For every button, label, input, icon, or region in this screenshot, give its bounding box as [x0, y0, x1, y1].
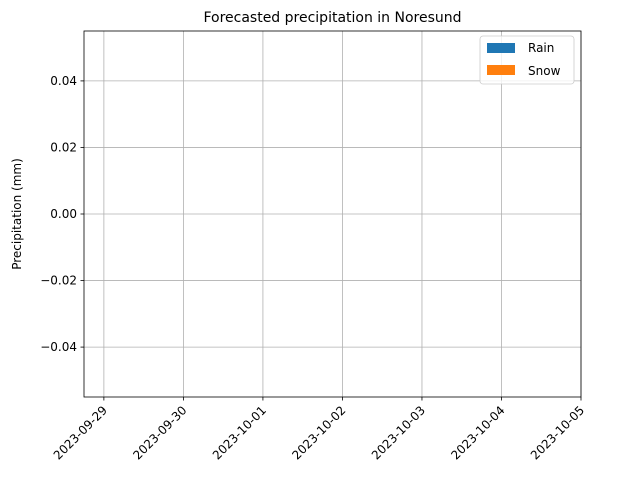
- legend-swatch-snow: [487, 65, 515, 75]
- y-tick-label: 0.04: [50, 74, 77, 88]
- y-axis-ticks: −0.04 −0.02 0.00 0.02 0.04: [40, 74, 84, 354]
- legend: Rain Snow: [479, 35, 575, 85]
- chart-title: Forecasted precipitation in Noresund: [203, 10, 461, 26]
- legend-label-snow: Snow: [528, 64, 561, 78]
- y-axis-label: Precipitation (mm): [10, 158, 24, 270]
- y-tick-label: 0.00: [50, 207, 77, 221]
- legend-swatch-rain: [487, 43, 515, 53]
- y-tick-label: −0.02: [40, 274, 77, 288]
- y-tick-label: 0.02: [50, 140, 77, 154]
- y-tick-label: −0.04: [40, 340, 77, 354]
- legend-label-rain: Rain: [528, 41, 554, 55]
